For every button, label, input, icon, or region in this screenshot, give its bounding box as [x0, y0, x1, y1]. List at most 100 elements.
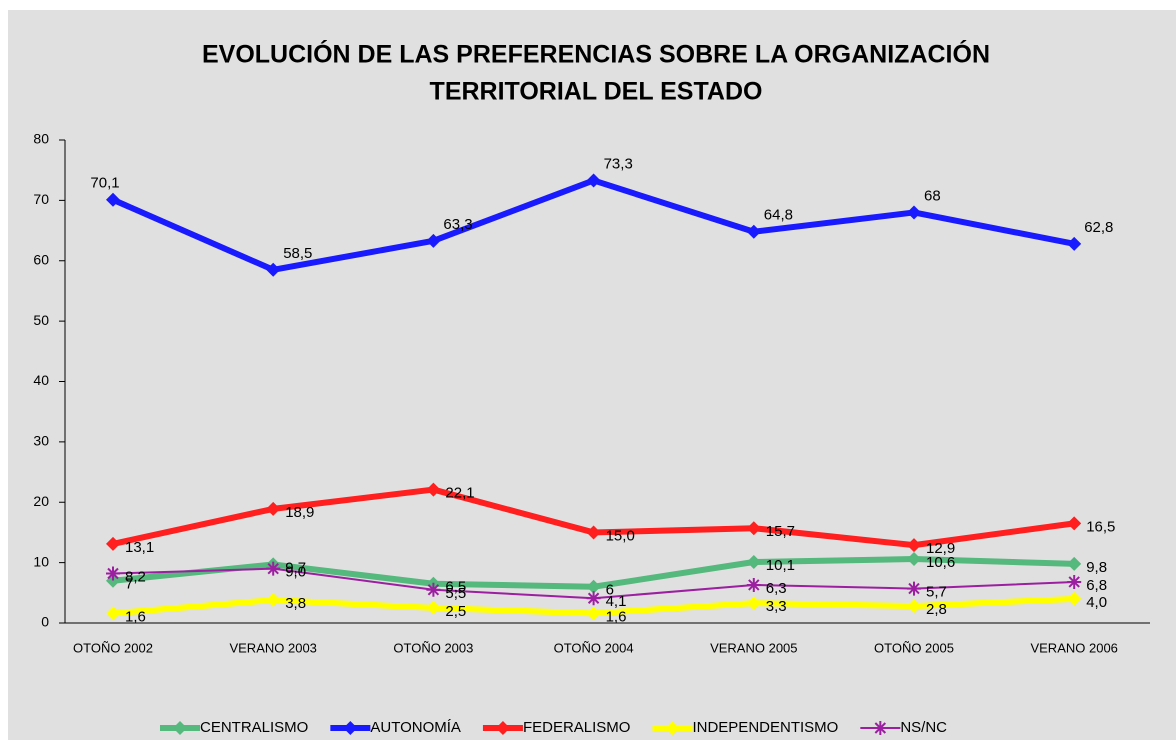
data-label: 6 [606, 582, 614, 599]
x-tick-label: OTOÑO 2004 [554, 640, 634, 655]
legend-item: NS/NC [860, 719, 947, 736]
y-tick-label: 50 [33, 312, 49, 328]
y-tick-label: 10 [33, 553, 49, 569]
marker [426, 600, 441, 615]
marker [495, 721, 510, 735]
legend-item: FEDERALISMO [482, 719, 631, 736]
data-label: 68 [924, 187, 941, 204]
data-label: 8,2 [125, 568, 146, 585]
legend-label: FEDERALISMO [523, 719, 631, 736]
y-tick-label: 30 [33, 433, 49, 449]
marker [106, 566, 120, 581]
data-label: 73,3 [604, 155, 633, 172]
data-label: 9,7 [285, 559, 306, 576]
legend-label: CENTRALISMO [200, 719, 308, 736]
series [106, 173, 1082, 277]
marker [665, 721, 680, 735]
x-tick-label: VERANO 2005 [710, 640, 797, 655]
marker [266, 501, 281, 516]
marker [746, 596, 761, 611]
data-label: 5,5 [445, 585, 466, 602]
marker [426, 482, 441, 497]
marker [173, 721, 187, 735]
y-tick-label: 70 [33, 191, 49, 207]
legend-label: NS/NC [900, 719, 947, 736]
x-tick-label: OTOÑO 2003 [393, 640, 473, 655]
marker [106, 606, 120, 621]
data-label: 6,3 [766, 580, 787, 597]
data-label: 3,3 [766, 598, 787, 615]
data-label: 4,0 [1086, 594, 1107, 611]
y-tick-label: 80 [33, 131, 49, 147]
marker [106, 192, 120, 207]
data-label: 9,8 [1086, 559, 1107, 576]
marker [106, 536, 120, 551]
data-label: 4,1 [606, 593, 627, 610]
data-label: 64,8 [764, 207, 793, 224]
marker [586, 579, 601, 594]
legend-item: INDEPENDENTISMO [652, 719, 838, 736]
y-tick-label: 20 [33, 493, 49, 509]
data-label: 18,9 [285, 504, 314, 521]
marker [426, 233, 441, 248]
data-label: 2,5 [445, 603, 466, 620]
marker [907, 552, 921, 567]
marker [266, 593, 281, 608]
series [106, 482, 1082, 553]
marker [907, 538, 921, 553]
y-tick-label: 0 [41, 614, 49, 630]
x-tick-label: OTOÑO 2005 [874, 640, 954, 655]
marker [586, 591, 601, 606]
data-label: 9,0 [285, 564, 306, 581]
data-label: 10,1 [766, 557, 795, 574]
legend-label: AUTONOMÍA [370, 719, 461, 736]
data-label: 6,5 [445, 579, 466, 596]
marker [746, 577, 761, 592]
series [106, 561, 1082, 606]
marker [1067, 556, 1082, 571]
data-label: 13,1 [125, 539, 154, 556]
chart-title: EVOLUCIÓN DE LAS PREFERENCIAS SOBRE LA O… [202, 39, 990, 69]
marker [266, 262, 281, 277]
x-tick-label: OTOÑO 2002 [73, 640, 153, 655]
data-label: 1,6 [606, 608, 627, 625]
chart-title: TERRITORIAL DEL ESTADO [430, 78, 763, 106]
series [106, 591, 1082, 621]
background [8, 10, 1176, 740]
data-label: 70,1 [90, 175, 119, 192]
data-label: 16,5 [1086, 518, 1115, 535]
marker [586, 525, 601, 540]
data-label: 2,8 [926, 601, 947, 618]
marker [1067, 591, 1082, 606]
y-tick-label: 40 [33, 372, 49, 388]
data-label: 63,3 [443, 216, 472, 233]
data-label: 62,8 [1084, 219, 1113, 236]
marker [907, 205, 921, 220]
marker [1067, 236, 1082, 251]
data-label: 10,6 [926, 554, 955, 571]
legend-item: CENTRALISMO [160, 719, 308, 736]
marker [907, 581, 921, 596]
marker [746, 521, 761, 536]
data-label: 12,9 [926, 540, 955, 557]
data-label: 7 [125, 576, 133, 593]
data-label: 1,6 [125, 608, 146, 625]
data-label: 6,8 [1086, 577, 1107, 594]
data-label: 22,1 [445, 485, 474, 502]
data-label: 15,0 [606, 527, 635, 544]
marker [746, 224, 761, 239]
legend-item: AUTONOMÍA [330, 719, 461, 736]
data-label: 58,5 [283, 245, 312, 262]
data-label: 3,8 [285, 595, 306, 612]
marker [586, 173, 601, 188]
marker [586, 606, 601, 621]
marker [907, 599, 921, 614]
x-tick-label: VERANO 2006 [1030, 640, 1117, 655]
y-tick-label: 60 [33, 251, 49, 267]
marker [426, 582, 441, 597]
legend-label: INDEPENDENTISMO [692, 719, 838, 736]
marker [746, 555, 761, 570]
marker [1067, 574, 1082, 589]
x-tick-label: VERANO 2003 [229, 640, 316, 655]
